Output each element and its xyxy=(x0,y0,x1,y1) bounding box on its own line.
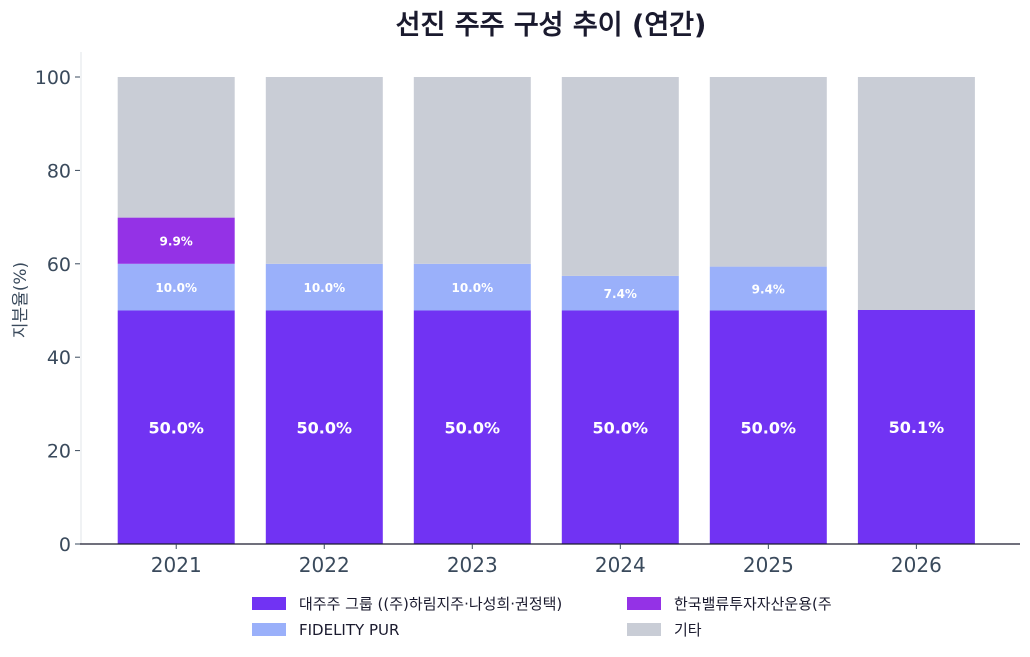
bar-2021-series-1 xyxy=(117,263,235,311)
bar-2024-series-0 xyxy=(561,310,679,544)
y-tick-label: 100 xyxy=(35,67,71,89)
bar-2022-series-3 xyxy=(265,77,383,264)
y-tick-label: 20 xyxy=(47,441,71,463)
legend-swatch-1 xyxy=(252,623,286,636)
bar-2023-series-1 xyxy=(413,263,531,311)
bar-2021-series-0 xyxy=(117,310,235,544)
bar-2022-series-0 xyxy=(265,310,383,544)
y-tick-label: 60 xyxy=(47,254,71,276)
bar-label-2022-series-1: 10.0% xyxy=(303,281,345,295)
x-tick-label: 2026 xyxy=(891,553,942,577)
bar-2025-series-3 xyxy=(709,77,827,267)
x-tick-label: 2022 xyxy=(299,553,350,577)
bar-2021-series-3 xyxy=(117,77,235,218)
bar-label-2023-series-0: 50.0% xyxy=(445,418,501,437)
bar-label-2023-series-1: 10.0% xyxy=(451,281,493,295)
bar-2025-series-1 xyxy=(709,266,827,311)
y-tick-label: 40 xyxy=(47,347,71,369)
bar-2023-series-3 xyxy=(413,77,531,264)
chart-title: 선진 주주 구성 추이 (연간) xyxy=(396,10,707,41)
bar-2026-series-3 xyxy=(857,77,975,310)
bar-label-2026-series-0: 50.1% xyxy=(889,418,945,437)
axes-group: 0 20 40 60 80 100 2021 2022 2023 2024 2025 2026 xyxy=(35,52,1020,577)
legend-swatch-0 xyxy=(252,597,286,610)
bar-label-2021-series-1: 10.0% xyxy=(155,281,197,295)
legend-label-3: 기타 xyxy=(674,621,702,639)
bar-label-2022-series-0: 50.0% xyxy=(297,418,353,437)
bar-2024-series-1 xyxy=(561,275,679,311)
legend: 대주주 그룹 ((주)하림지주·나성희·권정택) FIDELITY PUR 한국밸류… xyxy=(252,595,832,639)
legend-label-2: 한국밸류투자자산운용(주 xyxy=(674,595,832,613)
bar-2024-series-3 xyxy=(561,77,679,276)
bar-labels-group: 50.0% 10.0% 9.9% 50.0% 10.0% 50.0% 10.0% 50.0% 7… xyxy=(148,235,944,438)
y-tick-label: 80 xyxy=(47,160,71,182)
bar-label-2024-series-0: 50.0% xyxy=(593,418,649,437)
y-tick-label: 0 xyxy=(59,534,71,556)
x-tick-label: 2023 xyxy=(447,553,498,577)
bars-group xyxy=(117,77,975,544)
bar-2025-series-0 xyxy=(709,310,827,544)
y-axis-label: 지분율(%) xyxy=(11,262,31,338)
legend-label-0: 대주주 그룹 ((주)하림지주·나성희·권정택) xyxy=(299,595,562,613)
x-tick-label: 2024 xyxy=(595,553,646,577)
bar-label-2025-series-0: 50.0% xyxy=(741,418,797,437)
bar-2021-series-2 xyxy=(117,217,235,264)
bar-label-2024-series-1: 7.4% xyxy=(604,287,637,301)
x-tick-label: 2025 xyxy=(743,553,794,577)
bar-label-2021-series-2: 9.9% xyxy=(160,235,193,249)
bar-2026-series-0 xyxy=(857,310,975,544)
legend-swatch-2 xyxy=(627,597,661,610)
x-tick-label: 2021 xyxy=(151,553,202,577)
legend-label-1: FIDELITY PUR xyxy=(299,621,399,639)
bar-2022-series-1 xyxy=(265,263,383,311)
bar-label-2021-series-0: 50.0% xyxy=(148,418,204,437)
bar-2023-series-0 xyxy=(413,310,531,544)
bar-label-2025-series-1: 9.4% xyxy=(752,283,785,297)
legend-swatch-3 xyxy=(627,623,661,636)
